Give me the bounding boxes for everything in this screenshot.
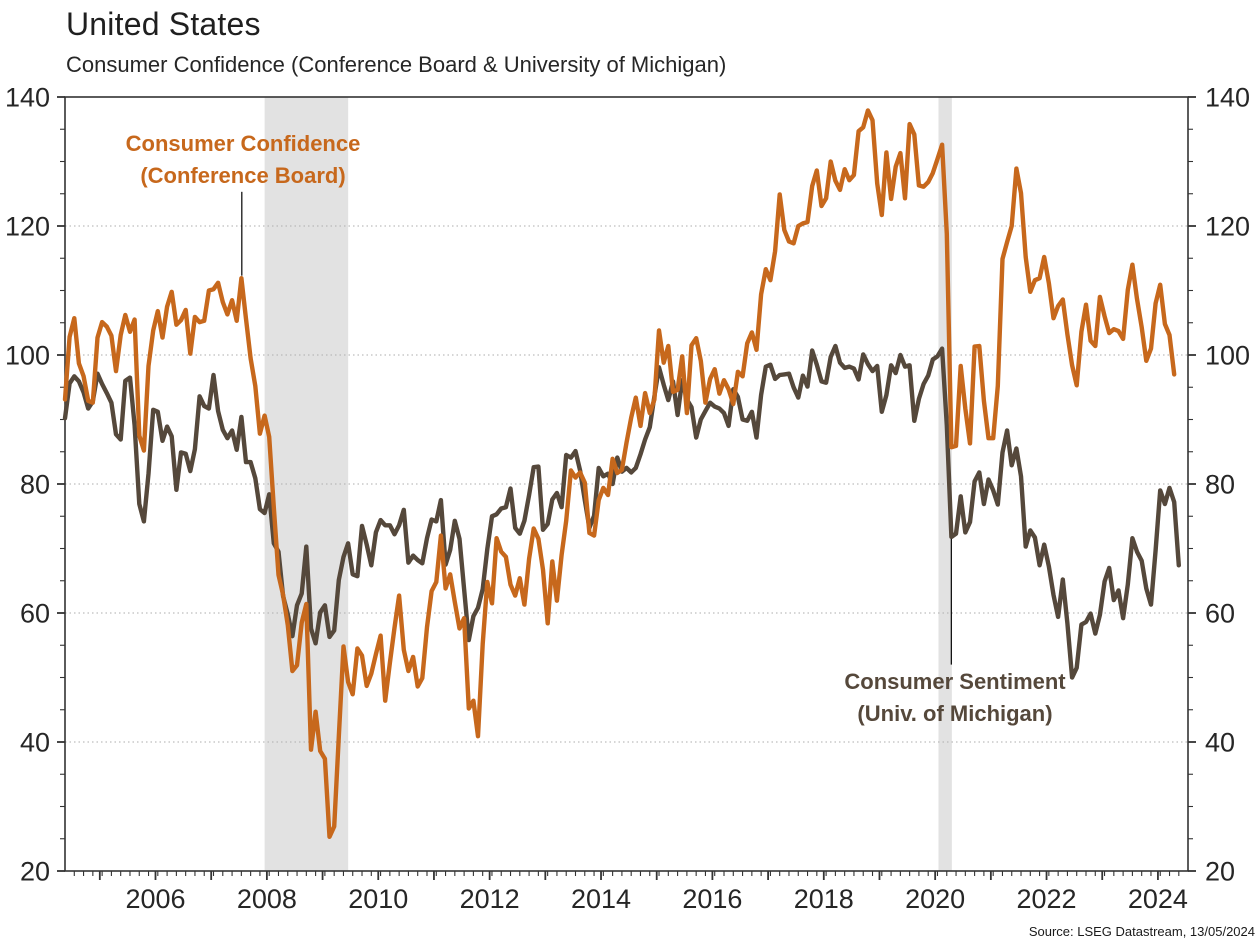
x-axis-label: 2018 xyxy=(794,884,854,914)
y-axis-label-left: 100 xyxy=(5,340,50,370)
x-axis-label: 2016 xyxy=(682,884,742,914)
y-axis-label-right: 40 xyxy=(1205,727,1235,757)
x-axis-label: 2024 xyxy=(1128,884,1188,914)
y-axis-label-left: 20 xyxy=(20,856,50,886)
shaded-bands xyxy=(264,97,952,871)
band-recession-2008-09 xyxy=(264,97,349,871)
annotation-conference-board-line1: Consumer Confidence xyxy=(125,131,361,156)
x-axis-label: 2020 xyxy=(905,884,965,914)
y-axis-label-left: 60 xyxy=(20,598,50,628)
annotation-michigan-line1: Consumer Sentiment xyxy=(844,669,1066,694)
x-axis-label: 2010 xyxy=(348,884,408,914)
annotation-conference-board: Consumer Confidence (Conference Board) xyxy=(126,128,361,192)
y-axis-label-left: 120 xyxy=(5,211,50,241)
y-axis-label-right: 60 xyxy=(1205,598,1235,628)
y-axis-label-left: 80 xyxy=(20,469,50,499)
y-axis-label-right: 80 xyxy=(1205,469,1235,499)
y-axis-label-right: 140 xyxy=(1205,82,1250,112)
conference-board-line xyxy=(62,108,1177,839)
x-axis-label: 2006 xyxy=(125,884,185,914)
y-axis-label-right: 20 xyxy=(1205,856,1235,886)
x-axis-label: 2008 xyxy=(237,884,297,914)
source-note: Source: LSEG Datastream, 13/05/2024 xyxy=(1028,924,1255,939)
michigan-line xyxy=(62,343,1182,680)
y-axis-label-left: 140 xyxy=(5,82,50,112)
chart-subtitle: Consumer Confidence (Conference Board & … xyxy=(66,52,727,77)
y-axis: 20 20 40 40 60 60 80 80 100 100 120 120 140 140 xyxy=(5,82,1250,886)
annotation-conference-board-line2: (Conference Board) xyxy=(140,163,346,188)
y-axis-label-left: 40 xyxy=(20,727,50,757)
y-axis-label-right: 100 xyxy=(1205,340,1250,370)
annotation-michigan-line2: (Univ. of Michigan) xyxy=(857,701,1053,726)
page-title: United States xyxy=(66,6,261,42)
callout-lines xyxy=(241,191,952,665)
x-axis-label: 2012 xyxy=(460,884,520,914)
x-axis-label: 2014 xyxy=(571,884,631,914)
x-axis-label: 2022 xyxy=(1017,884,1077,914)
x-axis: 2006 2008 2010 2012 2014 2016 2018 2020 2022 2024 xyxy=(73,871,1188,914)
y-axis-label-right: 120 xyxy=(1205,211,1250,241)
annotation-michigan: Consumer Sentiment (Univ. of Michigan) xyxy=(844,666,1065,730)
